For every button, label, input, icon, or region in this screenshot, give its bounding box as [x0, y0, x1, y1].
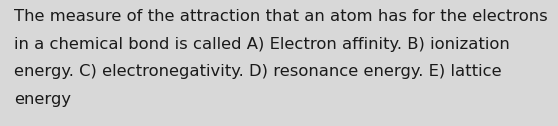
Text: in a chemical bond is called A) Electron affinity. B) ionization: in a chemical bond is called A) Electron… — [14, 37, 509, 52]
Text: energy: energy — [14, 92, 71, 107]
Text: The measure of the attraction that an atom has for the electrons: The measure of the attraction that an at… — [14, 9, 548, 24]
Text: energy. C) electronegativity. D) resonance energy. E) lattice: energy. C) electronegativity. D) resonan… — [14, 64, 502, 79]
